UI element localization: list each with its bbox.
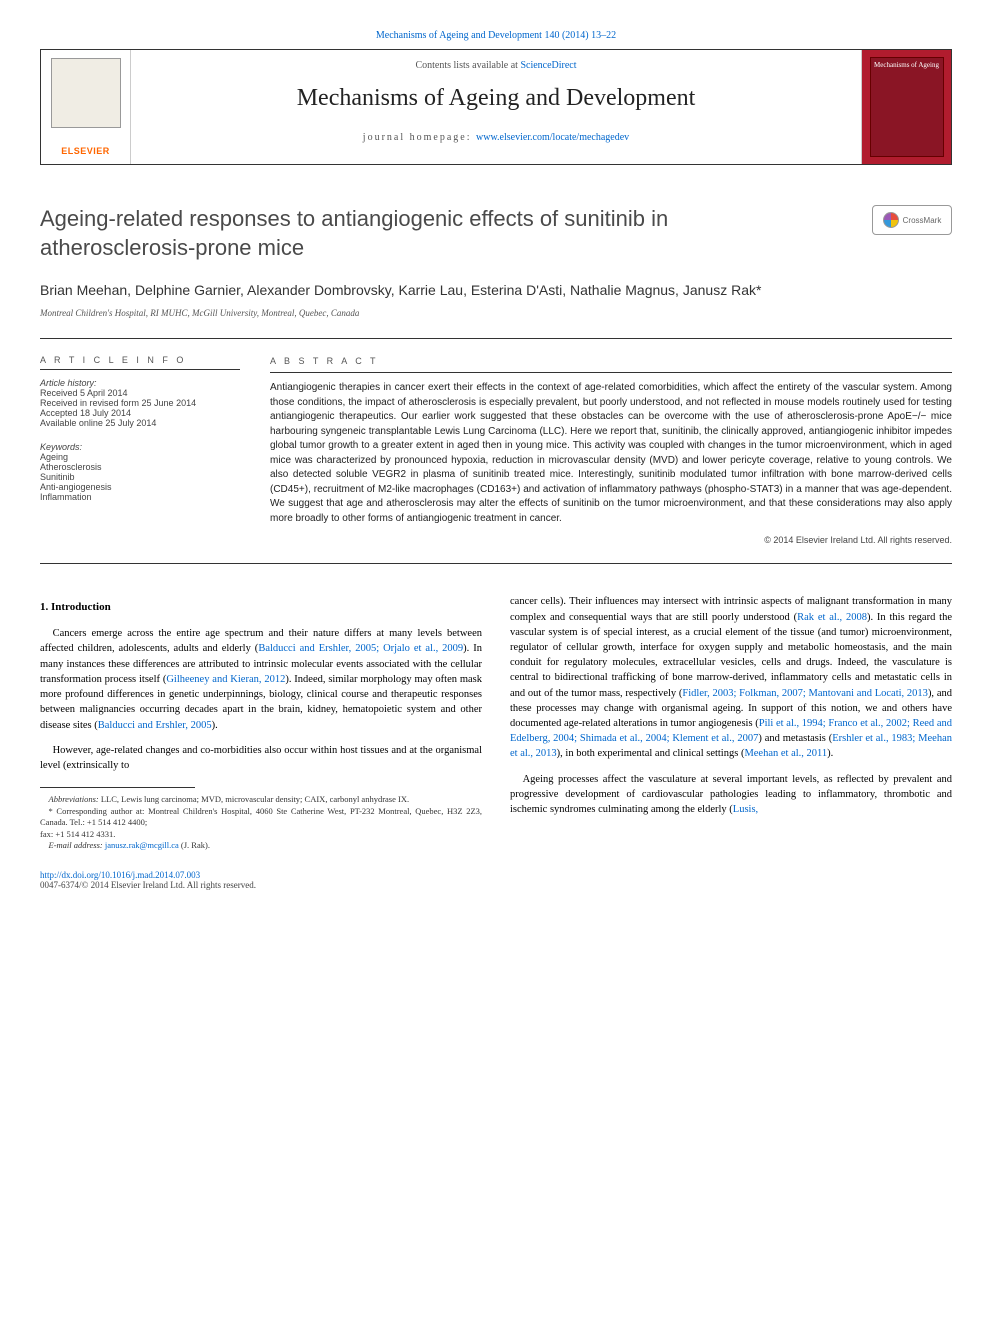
article-history-block: Article history: Received 5 April 2014 R… bbox=[40, 378, 240, 428]
article-info-heading: A R T I C L E I N F O bbox=[40, 355, 240, 370]
section-heading-intro: 1. Introduction bbox=[40, 600, 482, 616]
keywords-block: Keywords: Ageing Atherosclerosis Sunitin… bbox=[40, 442, 240, 502]
history-item: Available online 25 July 2014 bbox=[40, 418, 240, 428]
abstract-heading: A B S T R A C T bbox=[270, 355, 952, 373]
abstract-copyright: © 2014 Elsevier Ireland Ltd. All rights … bbox=[270, 534, 952, 547]
header-center: Contents lists available at ScienceDirec… bbox=[131, 50, 861, 164]
journal-header: ELSEVIER Contents lists available at Sci… bbox=[40, 49, 952, 165]
abbreviations-footnote: Abbreviations: LLC, Lewis lung carcinoma… bbox=[40, 794, 482, 805]
citation-link[interactable]: Gilheeney and Kieran, 2012 bbox=[166, 674, 285, 685]
author-list: Brian Meehan, Delphine Garnier, Alexande… bbox=[40, 282, 952, 298]
citation-link[interactable]: Lusis, bbox=[733, 804, 758, 815]
citation-link[interactable]: Fidler, 2003; Folkman, 2007; Mantovani a… bbox=[682, 688, 928, 699]
citation-link[interactable]: Rak et al., 2008 bbox=[797, 612, 867, 623]
fax-footnote: fax: +1 514 412 4331. bbox=[40, 829, 482, 840]
keyword: Ageing bbox=[40, 452, 240, 462]
email-link[interactable]: janusz.rak@mcgill.ca bbox=[105, 840, 179, 850]
homepage-prefix: journal homepage: bbox=[363, 132, 476, 143]
authors-text: Brian Meehan, Delphine Garnier, Alexande… bbox=[40, 282, 756, 298]
elsevier-wordmark: ELSEVIER bbox=[61, 146, 110, 156]
bottom-info: http://dx.doi.org/10.1016/j.mad.2014.07.… bbox=[40, 870, 952, 890]
journal-title: Mechanisms of Ageing and Development bbox=[151, 85, 841, 112]
history-item: Received in revised form 25 June 2014 bbox=[40, 398, 240, 408]
history-item: Received 5 April 2014 bbox=[40, 388, 240, 398]
keyword: Inflammation bbox=[40, 492, 240, 502]
crossmark-label: CrossMark bbox=[903, 216, 942, 225]
crossmark-icon bbox=[883, 212, 899, 228]
email-footnote: E-mail address: janusz.rak@mcgill.ca (J.… bbox=[40, 840, 482, 851]
corresponding-mark: * bbox=[756, 282, 761, 298]
keyword: Anti-angiogenesis bbox=[40, 482, 240, 492]
journal-cover-thumb: Mechanisms of Ageing bbox=[870, 57, 944, 157]
body-paragraph: Cancers emerge across the entire age spe… bbox=[40, 626, 482, 733]
article-info-column: A R T I C L E I N F O Article history: R… bbox=[40, 355, 240, 547]
sciencedirect-link[interactable]: ScienceDirect bbox=[520, 60, 576, 71]
body-columns: 1. Introduction Cancers emerge across th… bbox=[40, 594, 952, 851]
contents-prefix: Contents lists available at bbox=[415, 60, 520, 71]
doi-link[interactable]: http://dx.doi.org/10.1016/j.mad.2014.07.… bbox=[40, 870, 200, 880]
journal-citation-link[interactable]: Mechanisms of Ageing and Development 140… bbox=[40, 30, 952, 41]
history-item: Accepted 18 July 2014 bbox=[40, 408, 240, 418]
keywords-label: Keywords: bbox=[40, 442, 240, 452]
footnotes: Abbreviations: LLC, Lewis lung carcinoma… bbox=[40, 794, 482, 851]
journal-cover-block: Mechanisms of Ageing bbox=[861, 50, 951, 164]
homepage-link[interactable]: www.elsevier.com/locate/mechagedev bbox=[476, 132, 629, 143]
keyword: Atherosclerosis bbox=[40, 462, 240, 472]
corresponding-footnote: * Corresponding author at: Montreal Chil… bbox=[40, 806, 482, 829]
issn-copyright: 0047-6374/© 2014 Elsevier Ireland Ltd. A… bbox=[40, 880, 256, 890]
citation-link[interactable]: Balducci and Ershler, 2005 bbox=[98, 720, 212, 731]
abstract-text: Antiangiogenic therapies in cancer exert… bbox=[270, 381, 952, 526]
journal-homepage-line: journal homepage: www.elsevier.com/locat… bbox=[151, 132, 841, 143]
footnote-divider bbox=[40, 787, 195, 788]
body-paragraph: Ageing processes affect the vasculature … bbox=[510, 772, 952, 818]
citation-link[interactable]: Balducci and Ershler, 2005; Orjalo et al… bbox=[258, 643, 463, 654]
citation-link[interactable]: Meehan et al., 2011 bbox=[744, 748, 827, 759]
affiliation: Montreal Children's Hospital, RI MUHC, M… bbox=[40, 308, 952, 318]
body-paragraph: However, age-related changes and co-morb… bbox=[40, 743, 482, 773]
abstract-column: A B S T R A C T Antiangiogenic therapies… bbox=[270, 355, 952, 547]
cover-thumb-text: Mechanisms of Ageing bbox=[874, 62, 939, 70]
crossmark-badge[interactable]: CrossMark bbox=[872, 205, 952, 235]
body-paragraph: cancer cells). Their influences may inte… bbox=[510, 594, 952, 761]
elsevier-tree-icon bbox=[51, 58, 121, 128]
elsevier-logo-block: ELSEVIER bbox=[41, 50, 131, 164]
contents-list-line: Contents lists available at ScienceDirec… bbox=[151, 60, 841, 71]
right-column: cancer cells). Their influences may inte… bbox=[510, 594, 952, 851]
keyword: Sunitinib bbox=[40, 472, 240, 482]
history-label: Article history: bbox=[40, 378, 240, 388]
article-title: Ageing-related responses to antiangiogen… bbox=[40, 205, 820, 262]
left-column: 1. Introduction Cancers emerge across th… bbox=[40, 594, 482, 851]
